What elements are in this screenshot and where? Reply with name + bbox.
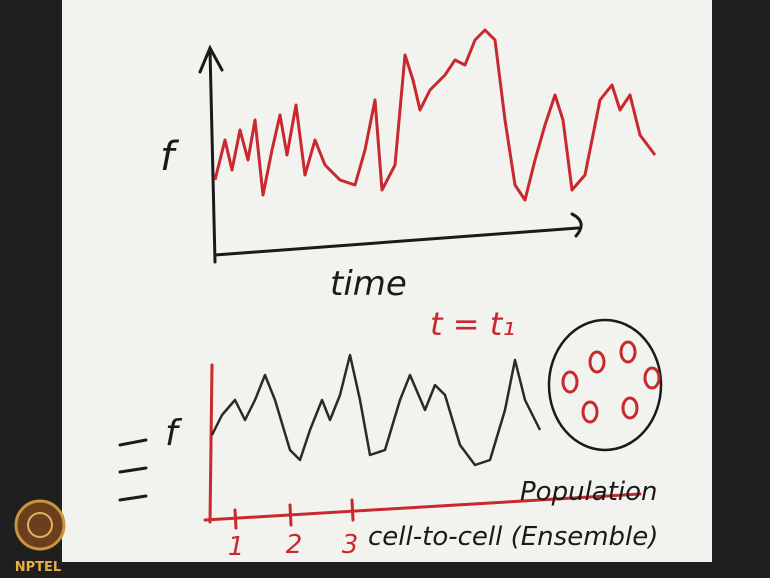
bottom-curve xyxy=(210,353,542,467)
top-axes xyxy=(198,44,583,264)
x-tick-label: 1 xyxy=(228,532,245,562)
cells xyxy=(561,340,661,424)
annotation: t = t₁ xyxy=(430,305,515,343)
x-tick-label: 3 xyxy=(342,530,359,560)
logo-text: NPTEL xyxy=(15,560,61,575)
population-circle xyxy=(547,318,663,452)
population-label: Population xyxy=(520,477,658,507)
bottom-x-label: cell-to-cell (Ensemble) xyxy=(368,522,658,552)
logo-emblem xyxy=(14,499,66,551)
logo-emblem-inner xyxy=(27,512,53,538)
x-tick-label: 2 xyxy=(286,530,303,560)
equals-mark xyxy=(118,438,148,502)
bottom-axes xyxy=(203,363,642,530)
top-curve xyxy=(213,28,657,202)
top-x-label: time xyxy=(330,264,407,304)
